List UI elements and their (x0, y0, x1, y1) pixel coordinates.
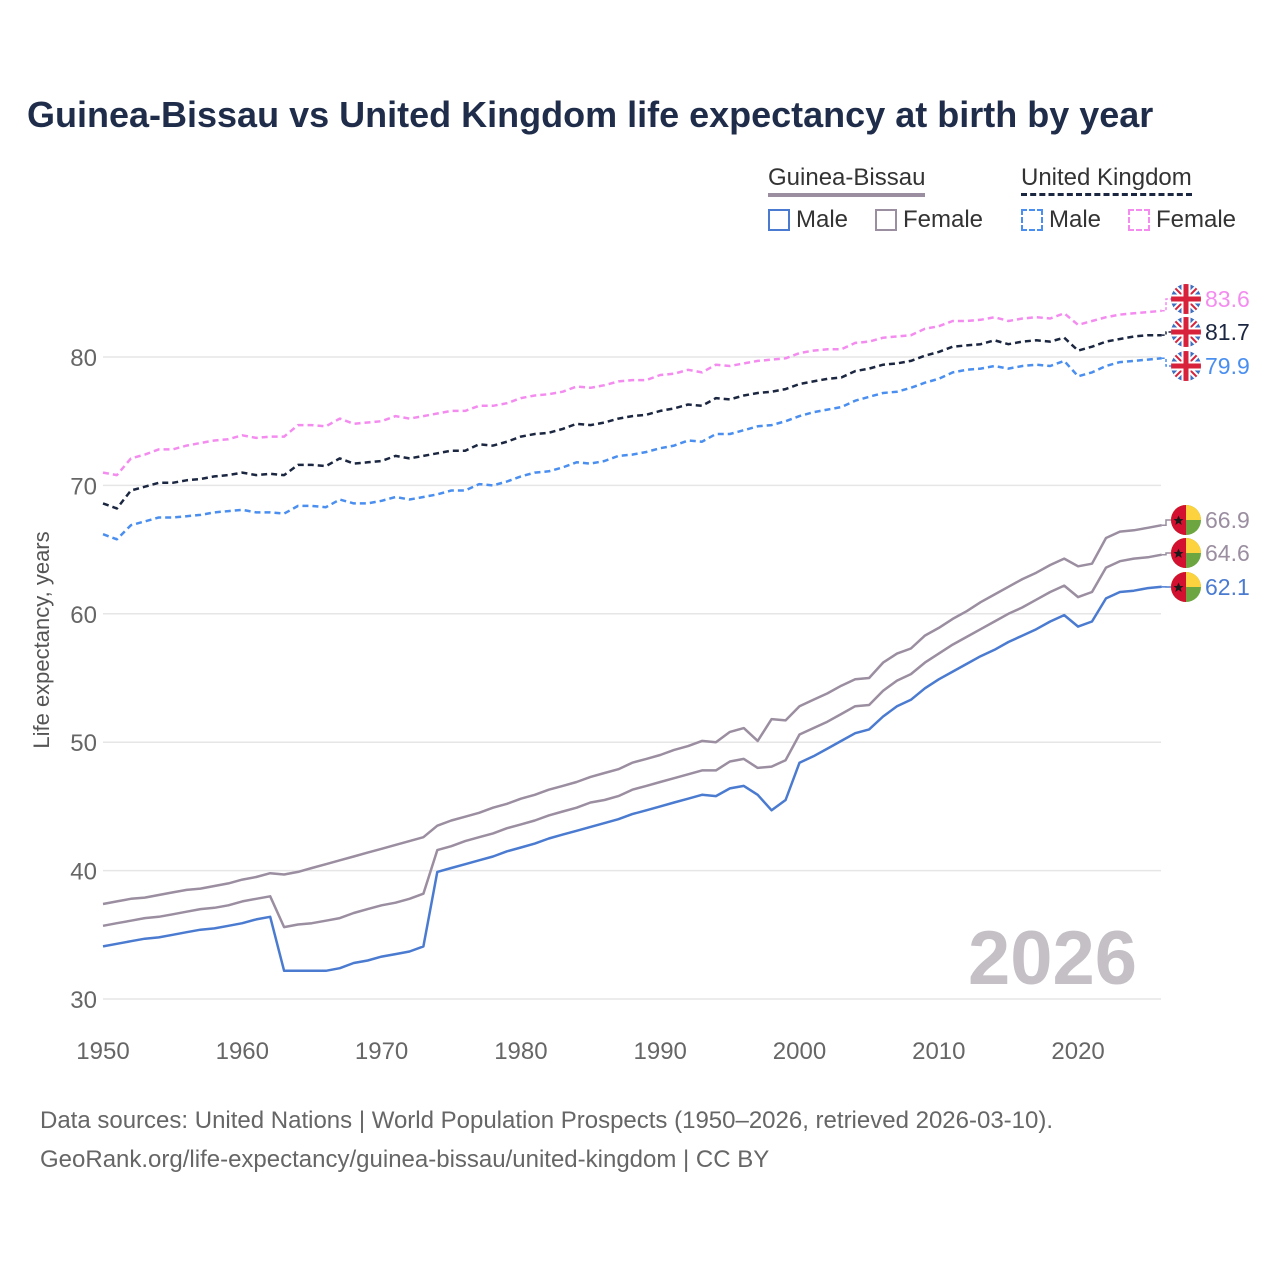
end-value-label: 83.6 (1205, 286, 1250, 312)
chart-title: Guinea-Bissau vs United Kingdom life exp… (27, 94, 1154, 135)
legend-item-uk-female[interactable]: Female (1128, 206, 1236, 234)
series-lines (102, 309, 1162, 973)
footer-link[interactable]: GeoRank.org/life-expectancy/guinea-bissa… (40, 1146, 770, 1173)
end-value-label: 64.6 (1205, 540, 1250, 566)
series-line-united-kingdom-total (102, 333, 1162, 510)
legend-swatch (875, 209, 897, 231)
y-tick-label: 50 (70, 730, 97, 757)
uk-flag-icon (1171, 351, 1201, 381)
x-tick-label: 2010 (912, 1038, 965, 1065)
x-tick-label: 1960 (216, 1038, 269, 1065)
x-tick-label: 1990 (634, 1038, 687, 1065)
legend-swatch (1021, 209, 1043, 231)
year-watermark: 2026 (968, 916, 1138, 1001)
series-line-united-kingdom-male (102, 357, 1162, 541)
end-connector (1161, 552, 1172, 556)
x-tick-label: 2000 (773, 1038, 826, 1065)
x-axis-ticks: 1950 1960 1970 1980 1990 2000 2010 2020 (76, 1038, 1104, 1065)
series-line-guinea-bissau-male (102, 585, 1162, 973)
legend-label: Male (796, 206, 849, 233)
legend-label: Female (1156, 206, 1237, 233)
legend-item-gw-male[interactable]: Male (768, 206, 848, 234)
x-tick-label: 2020 (1051, 1038, 1104, 1065)
x-tick-label: 1980 (494, 1038, 547, 1065)
end-value-label: 81.7 (1205, 319, 1250, 345)
x-tick-label: 1950 (76, 1038, 129, 1065)
guinea-bissau-flag-icon (1171, 538, 1201, 568)
series-line-guinea-bissau-female (102, 523, 1162, 906)
y-axis-ticks: 30 40 50 60 70 80 (70, 345, 97, 1014)
uk-flag-icon (1171, 317, 1201, 347)
legend-group-guinea-bissau: Guinea-Bissau (768, 164, 926, 197)
end-connector (1161, 357, 1172, 367)
end-connector (1161, 298, 1172, 312)
y-tick-label: 60 (70, 602, 97, 629)
end-value-label: 66.9 (1205, 507, 1250, 533)
y-tick-label: 70 (70, 473, 97, 500)
end-connector (1161, 519, 1172, 526)
legend-swatch (1128, 209, 1150, 231)
legend-swatch (768, 209, 790, 231)
legend-item-uk-male[interactable]: Male (1021, 206, 1101, 234)
footer-sources: Data sources: United Nations | World Pop… (40, 1107, 1054, 1134)
end-labels: 83.6 81.7 79.9 66.9 64.6 62.1 (1161, 284, 1250, 602)
series-line-united-kingdom-female (102, 309, 1162, 477)
end-value-label: 62.1 (1205, 574, 1250, 600)
x-tick-label: 1970 (355, 1038, 408, 1065)
legend-item-gw-female[interactable]: Female (875, 206, 983, 234)
y-tick-label: 80 (70, 345, 97, 372)
guinea-bissau-flag-icon (1171, 572, 1201, 602)
legend-label: Male (1049, 206, 1102, 233)
y-tick-label: 30 (70, 987, 97, 1014)
series-line-guinea-bissau-total (102, 553, 1162, 929)
legend-group-united-kingdom: United Kingdom (1021, 164, 1192, 196)
uk-flag-icon (1171, 284, 1201, 314)
end-value-label: 79.9 (1205, 353, 1250, 379)
legend-label: Female (903, 206, 984, 233)
gridlines (103, 356, 1161, 1000)
end-connector (1161, 331, 1172, 336)
guinea-bissau-flag-icon (1171, 505, 1201, 535)
y-tick-label: 40 (70, 859, 97, 886)
